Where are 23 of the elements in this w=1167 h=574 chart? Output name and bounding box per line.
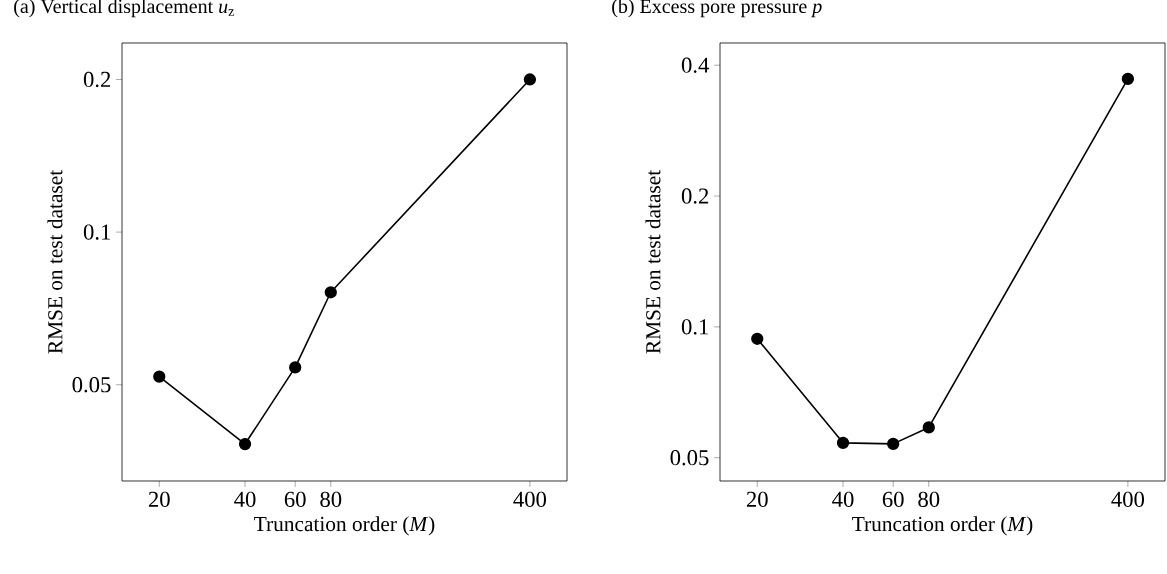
y-axis-title: RMSE on test dataset xyxy=(645,170,661,354)
x-axis-title: Truncation order (M) xyxy=(254,516,435,536)
x-axis-title: Truncation order (M) xyxy=(852,516,1033,536)
x-tick-label: 80 xyxy=(320,491,342,507)
x-tick-label: 40 xyxy=(234,491,256,507)
y-tick-label: 0.05 xyxy=(670,450,709,466)
x-tick-label: 20 xyxy=(148,491,170,507)
y-tick-label: 0.05 xyxy=(72,377,111,393)
x-tick-label: 60 xyxy=(882,491,904,507)
x-tick-label: 80 xyxy=(918,491,940,507)
y-tick-label: 0.1 xyxy=(681,319,708,335)
y-tick-label: 0.1 xyxy=(83,224,110,240)
y-axis-title: RMSE on test dataset xyxy=(47,170,63,354)
x-tick-label: 60 xyxy=(284,491,306,507)
y-tick-label: 0.2 xyxy=(83,71,111,88)
y-tick-label: 0.4 xyxy=(681,57,709,73)
x-tick-label: 40 xyxy=(832,491,854,507)
x-tick-label: 400 xyxy=(1111,491,1145,507)
chart-title: (a) Vertical displacement u$_{z}$ xyxy=(14,0,234,18)
y-tick-label: 0.2 xyxy=(681,188,709,204)
x-tick-label: 400 xyxy=(513,491,547,507)
x-tick-label: 20 xyxy=(746,491,768,507)
chart-title: (b) Excess pore pressure p xyxy=(612,0,822,18)
